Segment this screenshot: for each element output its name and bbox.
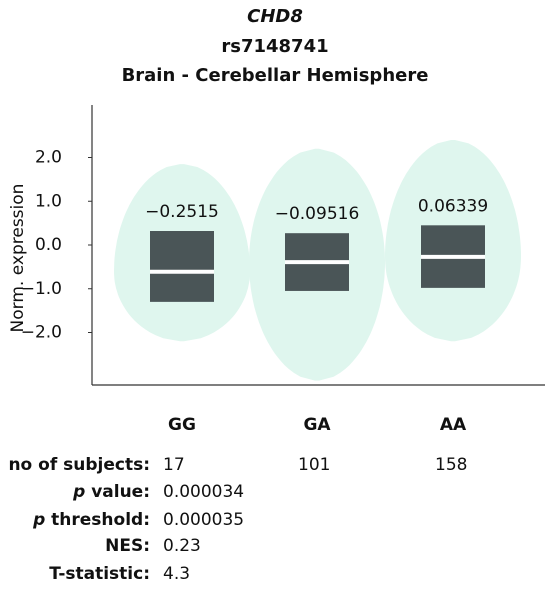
stat-value: 158 xyxy=(435,455,467,475)
stat-label-text: NES: xyxy=(105,536,150,556)
stat-label: NES: xyxy=(105,536,150,556)
y-tick-label: 0.0 xyxy=(35,235,62,255)
stat-value: 0.000035 xyxy=(163,510,244,530)
stat-value: 0.23 xyxy=(163,536,201,556)
y-tick-label: 1.0 xyxy=(35,191,62,211)
y-tick-label: −2.0 xyxy=(21,323,62,343)
stat-label-italic: p xyxy=(32,510,45,530)
stat-label: p value: xyxy=(72,482,150,502)
stat-value: 4.3 xyxy=(163,564,190,584)
stat-label-text: T-statistic: xyxy=(49,564,150,584)
value-label: −0.2515 xyxy=(145,202,219,222)
tissue-title: Brain - Cerebellar Hemisphere xyxy=(122,65,429,86)
stat-label-text: value: xyxy=(91,482,150,502)
gene-title: CHD8 xyxy=(247,6,303,27)
x-tick-label: AA xyxy=(440,415,467,435)
y-axis-label: Norm. expression xyxy=(8,184,28,333)
value-label: 0.06339 xyxy=(418,196,488,216)
stat-label-italic: p xyxy=(72,482,85,502)
y-tick-label: 2.0 xyxy=(35,148,62,168)
stat-label: no of subjects: xyxy=(8,455,150,475)
stat-label: p threshold: xyxy=(32,510,150,530)
value-label: −0.09516 xyxy=(275,204,360,224)
stat-label-text: no of subjects: xyxy=(8,455,150,475)
y-tick-label: −1.0 xyxy=(21,279,62,299)
snp-title: rs7148741 xyxy=(221,36,328,57)
stat-value: 17 xyxy=(163,455,185,475)
stat-value: 101 xyxy=(298,455,330,475)
box xyxy=(150,231,214,302)
stat-value: 0.000034 xyxy=(163,482,244,502)
stat-label: T-statistic: xyxy=(49,564,150,584)
x-tick-label: GA xyxy=(303,415,331,435)
stat-label-text: threshold: xyxy=(51,510,150,530)
x-tick-label: GG xyxy=(168,415,196,435)
